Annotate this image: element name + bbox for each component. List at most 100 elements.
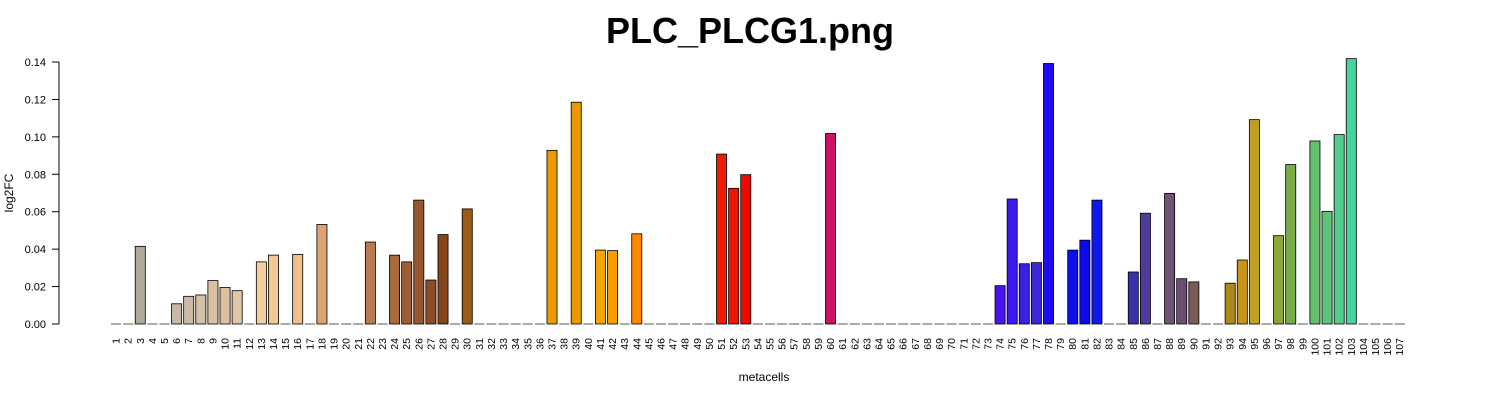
x-tick-label: 96 [1261, 338, 1273, 350]
x-tick-label: 103 [1346, 338, 1358, 356]
bar [255, 261, 267, 325]
bar [1079, 239, 1091, 325]
x-tick-label: 2 [123, 338, 135, 344]
x-tick-label: 55 [764, 338, 776, 350]
x-tick-label: 46 [656, 338, 668, 350]
bar [728, 187, 740, 325]
x-tick-label: 76 [1019, 338, 1031, 350]
x-tick-label: 14 [268, 338, 280, 350]
x-tick-label: 16 [292, 338, 304, 350]
x-tick-label: 98 [1285, 338, 1297, 350]
y-tick-label: 0.04 [25, 244, 46, 256]
x-axis-label: metacells [739, 370, 790, 384]
bar [1285, 164, 1297, 325]
bar [1333, 134, 1345, 325]
bar [1164, 192, 1176, 325]
x-tick-label: 20 [341, 338, 353, 350]
bar [231, 290, 243, 325]
x-tick-label: 90 [1188, 338, 1200, 350]
bar [268, 254, 279, 325]
bar [825, 133, 836, 325]
bar [595, 249, 606, 325]
x-tick-label: 10 [220, 338, 232, 350]
x-tick-label: 65 [886, 338, 898, 350]
x-tick-label: 25 [401, 338, 413, 350]
x-tick-labels: 1 2 3 4 5 6 7 8 9 10 11 12 13 14 15 16 17 18 19 20 21 22 23 24 2… [111, 338, 1407, 356]
x-tick-label: 104 [1358, 338, 1370, 356]
x-tick-label: 105 [1370, 338, 1382, 356]
bar [183, 295, 195, 325]
bar [1030, 262, 1042, 325]
y-tick-label: 0.02 [25, 282, 46, 294]
x-tick-label: 37 [547, 338, 559, 350]
x-tick-label: 5 [159, 338, 171, 344]
x-tick-label: 42 [607, 338, 619, 350]
x-tick-label: 82 [1091, 338, 1103, 350]
x-tick-label: 48 [680, 338, 692, 350]
bar [1067, 249, 1079, 325]
x-tick-label: 17 [304, 338, 316, 350]
x-tick-label: 60 [825, 338, 837, 350]
x-tick-label: 99 [1297, 338, 1309, 350]
bar [413, 199, 425, 325]
x-tick-label: 33 [498, 338, 510, 350]
x-tick-label: 18 [316, 338, 328, 350]
x-tick-label: 41 [595, 338, 607, 350]
bar [425, 279, 437, 325]
bar [461, 208, 473, 325]
x-tick-label: 83 [1104, 338, 1116, 350]
bar [437, 234, 449, 325]
bar [1236, 259, 1248, 325]
x-tick-label: 77 [1031, 338, 1043, 350]
x-tick-label: 107 [1394, 338, 1406, 356]
x-tick-label: 69 [934, 338, 946, 350]
x-tick-label: 7 [183, 338, 195, 344]
x-tick-label: 58 [801, 338, 813, 350]
x-tick-label: 1 [111, 338, 123, 344]
x-tick-label: 72 [970, 338, 982, 350]
y-tick-label: 0.00 [25, 319, 46, 331]
bar [1018, 263, 1030, 325]
bars [111, 58, 1405, 325]
x-tick-label: 53 [740, 338, 752, 350]
x-tick-label: 57 [789, 338, 801, 350]
bar [1345, 58, 1357, 325]
x-tick-label: 91 [1200, 338, 1212, 350]
x-tick-label: 71 [958, 338, 970, 350]
x-tick-label: 9 [207, 338, 219, 344]
bar [207, 280, 219, 325]
x-tick-label: 27 [425, 338, 437, 350]
x-tick-label: 8 [195, 338, 207, 344]
x-tick-label: 3 [135, 338, 147, 344]
x-tick-label: 74 [995, 338, 1007, 350]
x-tick-label: 4 [147, 338, 159, 344]
x-tick-label: 70 [946, 338, 958, 350]
x-tick-label: 81 [1079, 338, 1091, 350]
x-tick-label: 97 [1273, 338, 1285, 350]
x-tick-label: 29 [450, 338, 462, 350]
x-tick-label: 101 [1322, 338, 1334, 356]
bar [1188, 281, 1200, 325]
x-tick-label: 100 [1309, 338, 1321, 356]
y-tick-label: 0.14 [25, 57, 46, 69]
x-tick-label: 61 [837, 338, 849, 350]
x-tick-label: 35 [522, 338, 534, 350]
x-tick-label: 31 [474, 338, 486, 350]
x-tick-label: 32 [486, 338, 498, 350]
x-tick-label: 11 [232, 338, 244, 349]
x-tick-label: 68 [922, 338, 934, 350]
x-tick-label: 95 [1249, 338, 1261, 350]
x-tick-label: 13 [256, 338, 268, 350]
x-tick-label: 102 [1334, 338, 1346, 356]
bar [570, 101, 582, 325]
x-tick-label: 78 [1043, 338, 1055, 350]
x-tick-label: 63 [861, 338, 873, 350]
x-tick-label: 54 [752, 338, 764, 350]
bar [1309, 140, 1321, 325]
bar [1321, 210, 1333, 325]
bar [316, 224, 328, 325]
x-tick-label: 23 [377, 338, 389, 350]
y-tick-label: 0.12 [25, 94, 46, 106]
x-tick-label: 40 [583, 338, 595, 350]
x-tick-label: 87 [1152, 338, 1164, 350]
